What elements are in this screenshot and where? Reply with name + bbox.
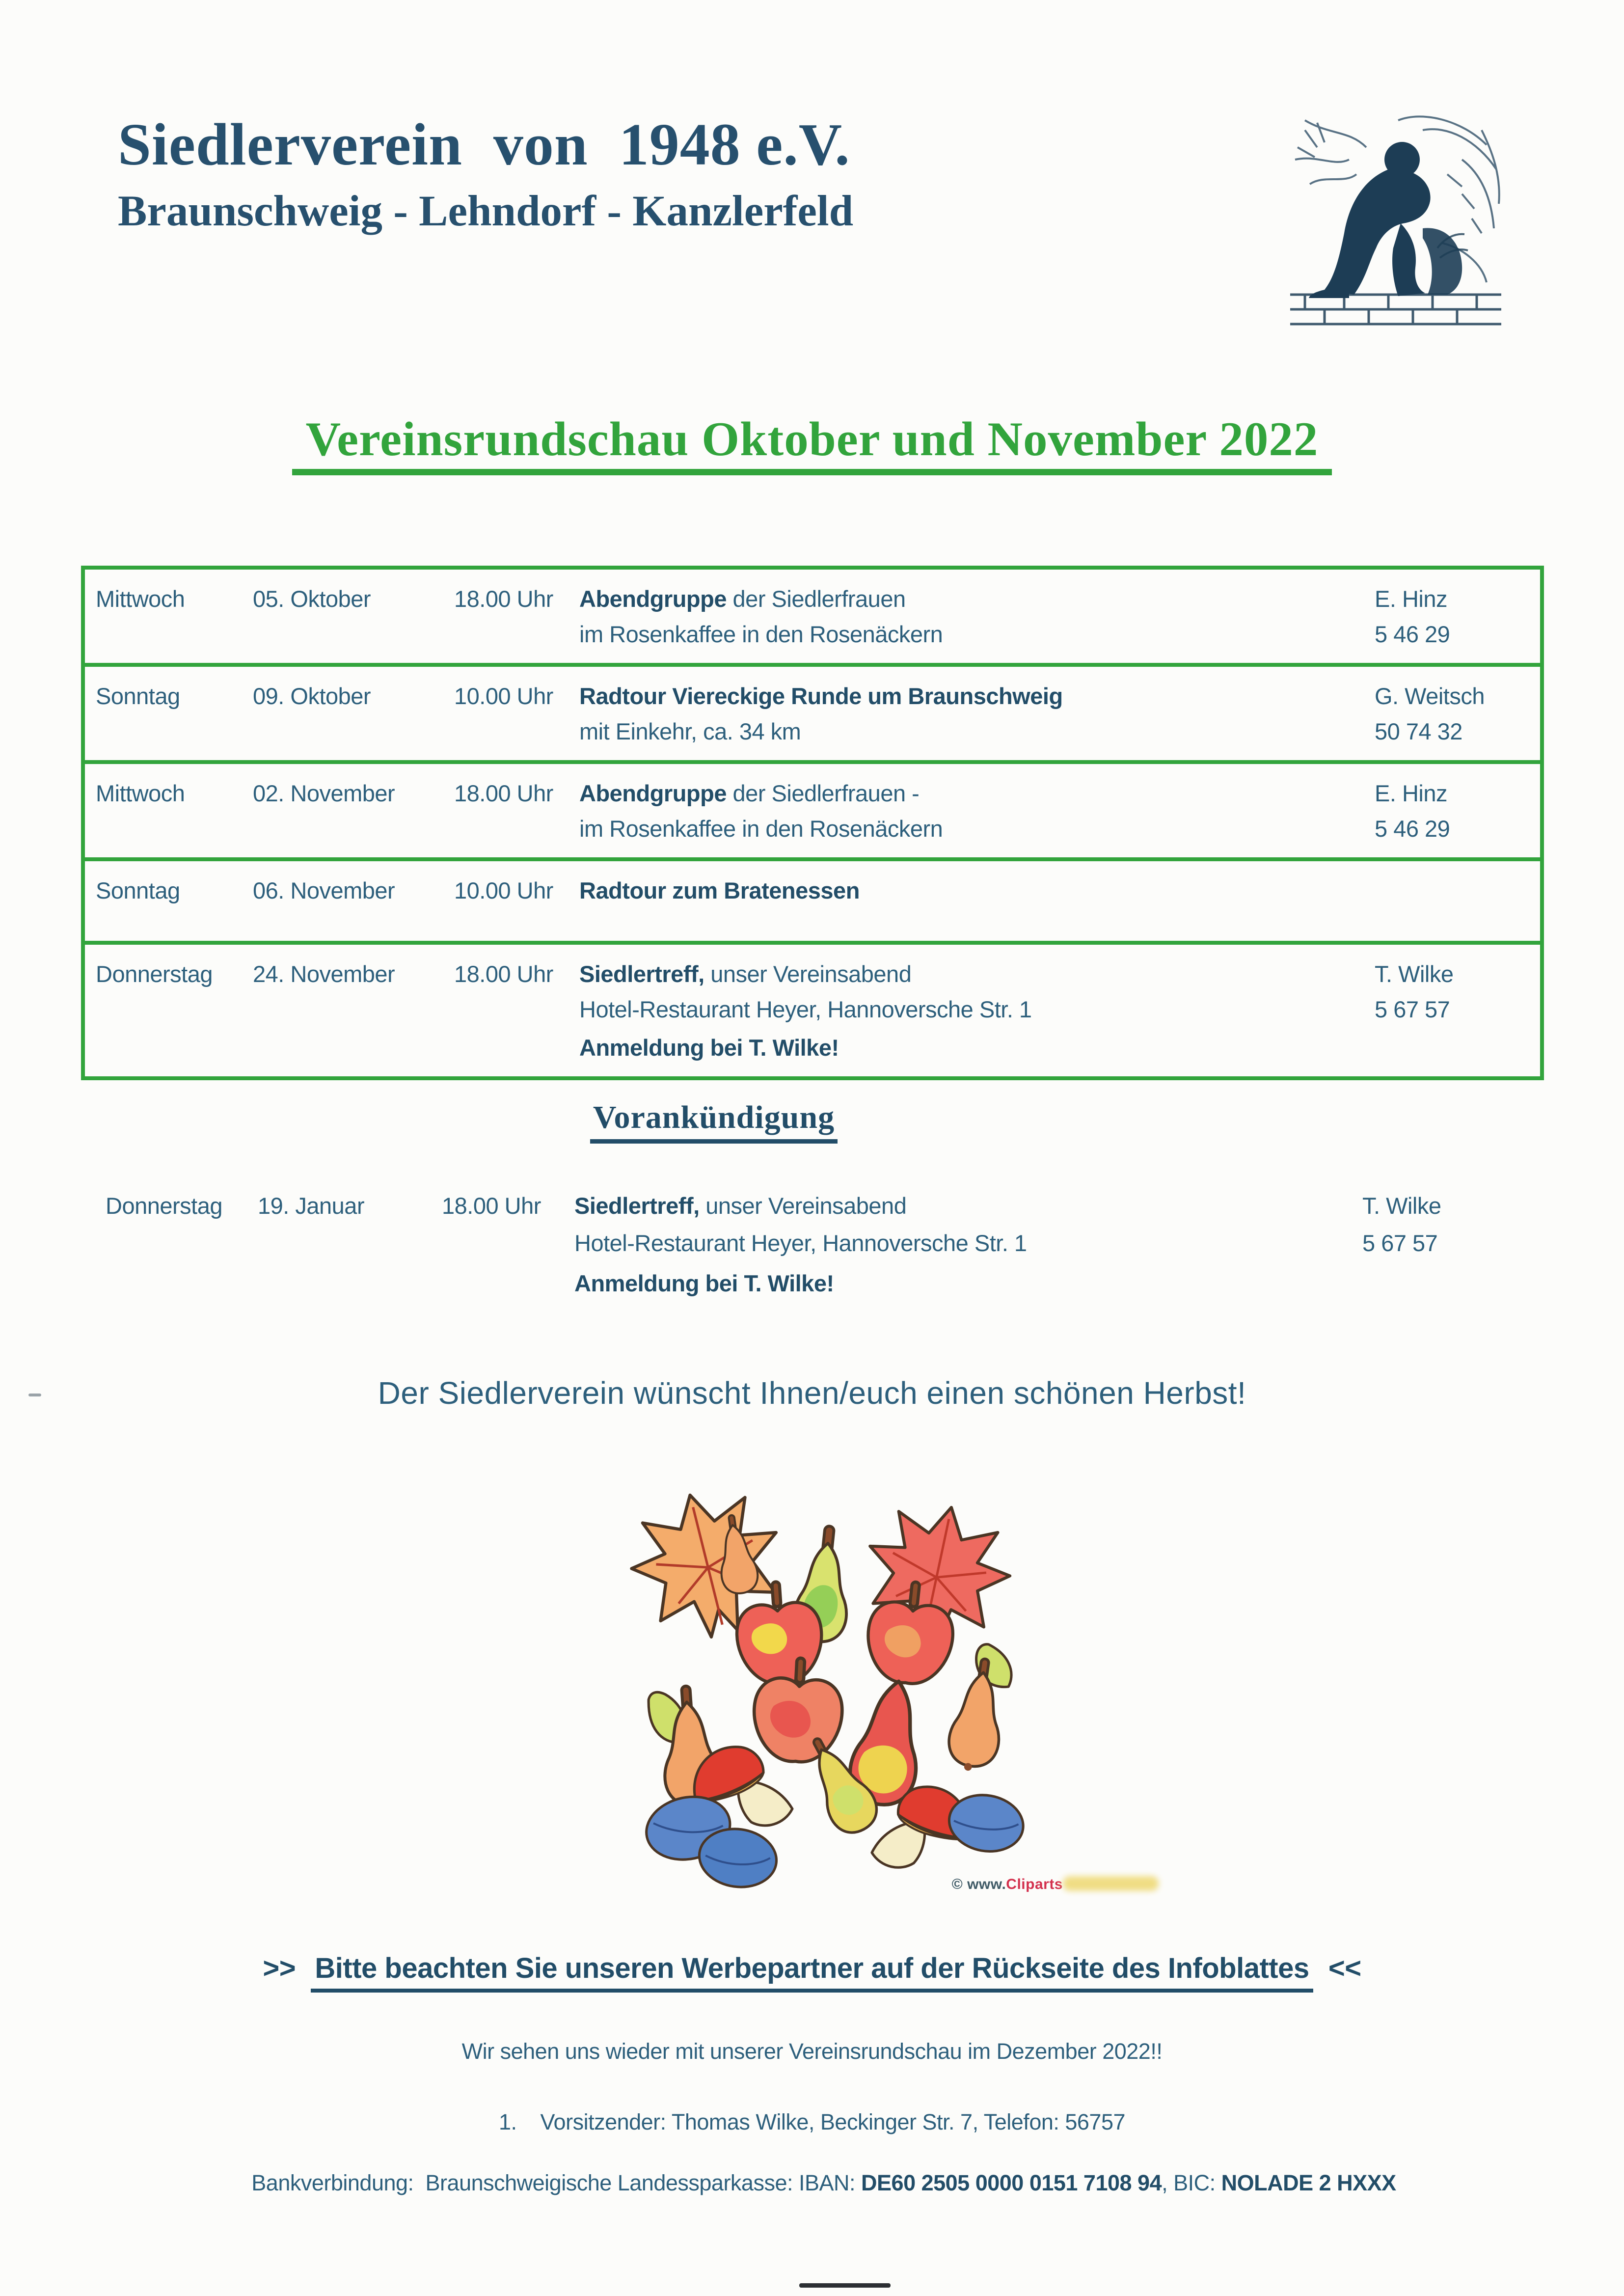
event-time: 10.00 Uhr [454,877,553,903]
event-title: Abendgruppe [579,586,727,612]
closing-line: Wir sehen uns wieder mit unserer Vereins… [461,2039,1163,2064]
event-date: 06. November [253,877,395,903]
event-row: Sonntag 09. Oktober 10.00 Uhr Radtour Vi… [85,663,1540,760]
event-date: 02. November [253,780,395,806]
event-row: Mittwoch 05. Oktober 18.00 Uhr Abendgrup… [85,570,1540,663]
event-day: Sonntag [96,683,180,709]
chevrons-left: >> [263,1952,311,1984]
settler-planting-icon [1290,115,1501,326]
footer-chairman: 1. Vorsitzender: Thomas Wilke, Beckinger… [498,2109,1126,2134]
event-contact: E. Hinz 5 46 29 [1375,776,1540,847]
autumn-fruits-illustration [630,1493,1025,1888]
event-description: Siedlertreff, unser Vereinsabend Hotel-R… [574,1187,1362,1302]
club-title: Siedlerverein von 1948 e.V. [118,111,850,178]
event-description: Abendgruppe der Siedlerfrauen - im Rosen… [579,776,1375,847]
event-day: Sonntag [96,877,180,903]
contact-phone: 5 67 57 [1362,1230,1438,1256]
club-logo-etching [1275,101,1516,329]
event-detail: Hotel-Restaurant Heyer, Hannoversche Str… [574,1230,1027,1256]
clipart-credit-brand: Cliparts [1006,1876,1063,1892]
issue-title: Vereinsrundschau Oktober und November 20… [292,411,1332,475]
event-title-rest: der Siedlerfrauen - [726,780,920,806]
event-day: Mittwoch [96,586,185,612]
event-date: 19. Januar [258,1193,365,1219]
event-title-rest: unser Vereinsabend [699,1193,907,1219]
event-contact: T. Wilke 5 67 57 [1362,1187,1549,1302]
contact-phone: 5 67 57 [1375,996,1450,1022]
event-day: Donnerstag [106,1193,223,1219]
event-day: Mittwoch [96,780,185,806]
masthead: Siedlerverein von 1948 e.V. Braunschweig… [118,110,853,238]
clipart-credit-smear [1063,1876,1159,1891]
event-time: 18.00 Uhr [454,780,553,806]
club-subtitle: Braunschweig - Lehndorf - Kanzlerfeld [118,187,854,236]
event-title: Siedlertreff, [574,1193,700,1219]
event-detail: Hotel-Restaurant Heyer, Hannoversche Str… [579,996,1032,1022]
bank-iban: DE60 2505 0000 0151 7108 94 [861,2170,1162,2195]
event-time: 10.00 Uhr [454,683,553,709]
event-description: Radtour Viereckige Runde um Braunschweig… [579,679,1375,749]
event-contact: E. Hinz 5 46 29 [1375,581,1540,652]
contact-name: G. Weitsch [1375,683,1485,709]
event-time: 18.00 Uhr [442,1193,541,1219]
preview-heading: Vorankündigung [590,1099,838,1144]
advert-notice: >> Bitte beachten Sie unseren Werbepartn… [0,1952,1624,1993]
event-contact [1375,873,1540,930]
bank-bic: NOLADE 2 HXXX [1221,2170,1397,2195]
clipart-credit: © www.Cliparts [952,1876,1159,1893]
bank-prefix: Bankverbindung: Braunschweigische Landes… [251,2170,862,2195]
event-contact: G. Weitsch 50 74 32 [1375,679,1540,749]
footer-bank: Bankverbindung: Braunschweigische Landes… [0,2145,1624,2221]
event-date: 09. Oktober [253,683,371,709]
event-title: Siedlertreff, [579,961,704,987]
contact-name: T. Wilke [1362,1193,1441,1219]
event-row: Donnerstag 24. November 18.00 Uhr Siedle… [85,941,1540,1076]
event-row: Mittwoch 02. November 18.00 Uhr Abendgru… [85,760,1540,857]
preview-row: Donnerstag 19. Januar 18.00 Uhr Siedlert… [106,1187,1549,1302]
event-title: Radtour Viereckige Runde um Braunschweig [579,683,1063,709]
event-time: 18.00 Uhr [454,961,553,987]
event-contact: T. Wilke 5 67 57 [1375,957,1540,1066]
event-title-rest: der Siedlerfrauen [726,586,906,612]
event-title: Radtour zum Bratenessen [579,877,860,903]
contact-name: T. Wilke [1375,961,1454,987]
event-date: 05. Oktober [253,586,371,612]
scan-artifact [28,1394,41,1396]
event-description: Abendgruppe der Siedlerfrauen im Rosenka… [579,581,1375,652]
greeting-line: Der Siedlerverein wünscht Ihnen/euch ein… [378,1375,1246,1411]
event-detail: im Rosenkaffee in den Rosenäckern [579,621,943,647]
contact-phone: 5 46 29 [1375,621,1450,647]
autumn-fruits-clipart: © www.Cliparts [611,1480,1159,1908]
event-time: 18.00 Uhr [454,586,553,612]
preview-heading-wrap: Vorankündigung [0,1099,1624,1144]
advert-notice-text: Bitte beachten Sie unseren Werbepartner … [311,1952,1313,1993]
contact-phone: 50 74 32 [1375,718,1462,744]
event-row: Sonntag 06. November 10.00 Uhr Radtour z… [85,857,1540,941]
events-table: Mittwoch 05. Oktober 18.00 Uhr Abendgrup… [81,566,1544,1080]
event-title-rest: unser Vereinsabend [704,961,912,987]
event-title: Abendgruppe [579,780,727,806]
event-day: Donnerstag [96,961,213,987]
event-date: 24. November [253,961,395,987]
scan-artifact [799,2283,891,2288]
chevrons-right: << [1313,1952,1361,1984]
bank-mid: , BIC: [1162,2170,1221,2195]
contact-name: E. Hinz [1375,586,1448,612]
event-note: Anmeldung bei T. Wilke! [574,1270,834,1296]
event-detail: im Rosenkaffee in den Rosenäckern [579,816,943,842]
event-description: Radtour zum Bratenessen [579,873,1375,930]
clipart-credit-prefix: © www. [951,1876,1006,1892]
event-description: Siedlertreff, unser Vereinsabend Hotel-R… [579,957,1375,1066]
issue-title-wrap: Vereinsrundschau Oktober und November 20… [0,411,1624,475]
contact-phone: 5 46 29 [1375,816,1450,842]
event-note: Anmeldung bei T. Wilke! [579,1035,839,1061]
contact-name: E. Hinz [1375,780,1448,806]
event-detail: mit Einkehr, ca. 34 km [579,718,801,744]
